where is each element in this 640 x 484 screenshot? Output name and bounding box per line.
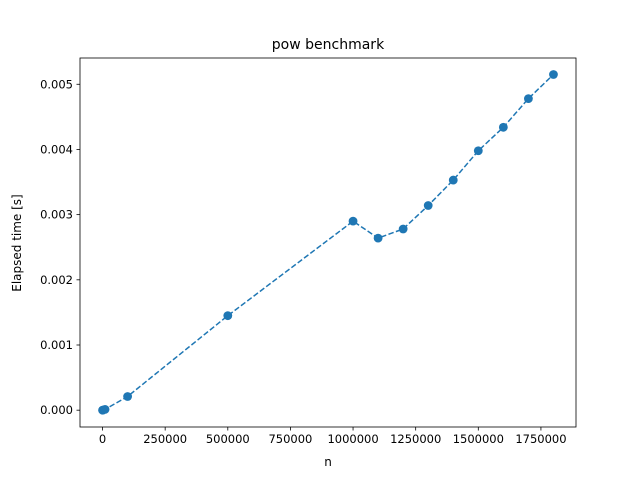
x-tick-label: 250000	[143, 432, 187, 446]
data-point	[100, 405, 110, 414]
plot-area	[98, 70, 558, 415]
y-axis-ticks: 0.000 0.001 0.002 0.003 0.004 0.005	[40, 77, 80, 417]
data-point	[223, 311, 233, 321]
x-axis-label: n	[324, 455, 332, 469]
data-point	[348, 216, 358, 226]
y-tick-label: 0.002	[40, 273, 73, 287]
y-axis-label: Elapsed time [s]	[10, 194, 24, 292]
data-point	[373, 233, 383, 243]
data-point	[448, 175, 458, 185]
y-tick-label: 0.000	[40, 403, 73, 417]
data-point	[423, 201, 433, 210]
x-tick-label: 1000000	[327, 432, 378, 446]
y-tick-label: 0.004	[40, 142, 73, 156]
x-tick-label: 1750000	[515, 432, 566, 446]
data-point	[123, 392, 132, 401]
x-tick-label: 750000	[268, 432, 312, 446]
series-line	[102, 73, 554, 411]
x-tick-label: 1250000	[390, 432, 441, 446]
data-point	[498, 122, 508, 132]
data-point	[473, 146, 483, 156]
chart-title: pow benchmark	[272, 37, 385, 53]
y-tick-label: 0.005	[40, 77, 73, 91]
x-tick-label: 1500000	[453, 432, 504, 446]
x-axis-ticks: 0 250000 500000 750000 1000000 1250000 1500000…	[99, 427, 567, 446]
y-tick-label: 0.003	[40, 208, 73, 222]
x-tick-label: 0	[99, 432, 106, 446]
data-point	[524, 94, 533, 104]
data-point	[549, 70, 558, 79]
y-tick-label: 0.001	[40, 338, 73, 352]
data-point	[398, 224, 408, 234]
axes-frame	[79, 57, 577, 428]
x-tick-label: 500000	[206, 432, 250, 446]
